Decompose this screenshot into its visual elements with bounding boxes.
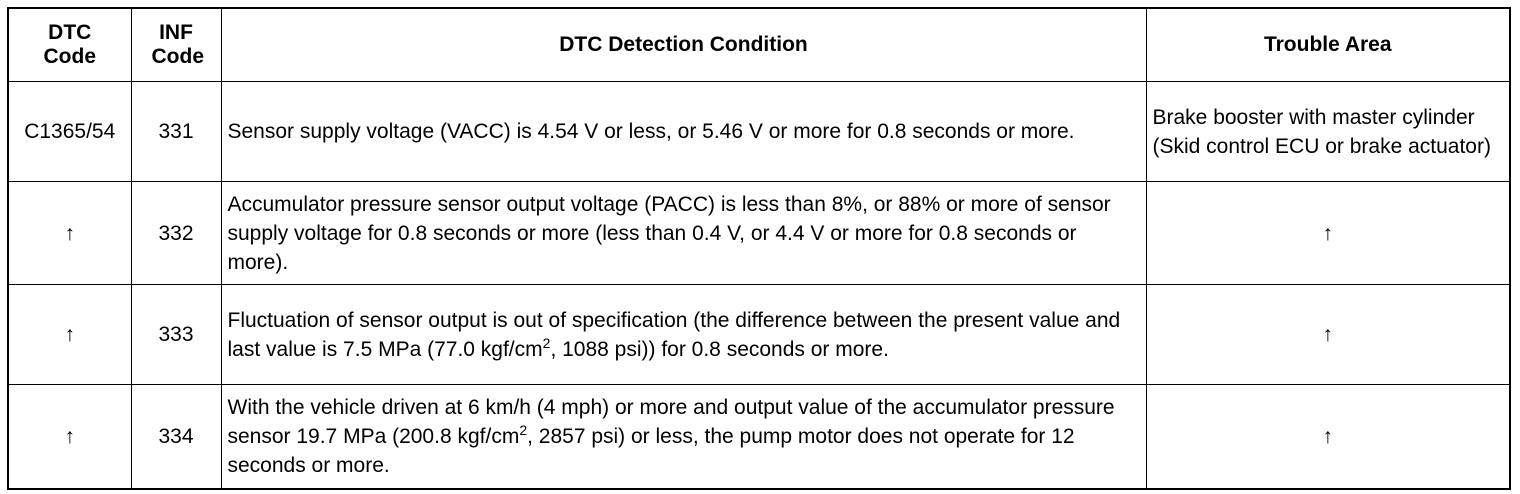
condition-text: Fluctuation of sensor output is out of s… [227, 308, 1121, 361]
table-row: C1365/54 331 Sensor supply voltage (VACC) … [7, 81, 1511, 182]
superscript: 2 [519, 421, 528, 438]
inf-code: 333 [130, 284, 222, 385]
condition-text: , 2857 psi) or less, the pump motor does… [227, 424, 1075, 477]
condition-text: Sensor supply voltage (VACC) is 4.54 V o… [227, 120, 1075, 143]
condition-text: Accumulator pressure sensor output volta… [227, 192, 1111, 274]
dtc-code: C1365/54 [7, 81, 132, 182]
dtc-code: ↑ [7, 384, 132, 489]
header-cell: INF Code [130, 7, 222, 82]
header-cell: DTC Detection Condition [220, 7, 1147, 82]
header-cell: DTC Code [7, 7, 132, 82]
condition-text: With the vehicle driven at 6 km/h (4 mph… [227, 395, 1115, 448]
trouble-area: ↑ [1145, 181, 1511, 285]
condition-text: , 1088 psi)) for 0.8 seconds or more. [550, 337, 889, 361]
dtc-table: DTC Code INF Code DTC Detection Conditio… [7, 7, 1511, 490]
dtc-code: ↑ [7, 181, 132, 285]
header-row: DTC Code INF Code DTC Detection Conditio… [7, 7, 1511, 82]
trouble-area: ↑ [1145, 384, 1511, 489]
table-body: C1365/54 331 Sensor supply voltage (VACC) … [7, 81, 1511, 489]
table-row: ↑ 332 Accumulator pressure sensor output v… [7, 181, 1511, 285]
superscript: 2 [542, 334, 551, 351]
trouble-area: Brake booster with master cylinder (Skid… [1145, 81, 1511, 182]
detection-condition: With the vehicle driven at 6 km/h (4 mph… [220, 384, 1147, 489]
detection-condition: Sensor supply voltage (VACC) is 4.54 V o… [220, 81, 1147, 182]
trouble-area: ↑ [1145, 284, 1511, 385]
header-cell: Trouble Area [1145, 7, 1511, 82]
table-row: ↑ 334 With the vehicle driven at 6 km/h (4… [7, 384, 1511, 489]
detection-condition: Accumulator pressure sensor output volta… [220, 181, 1147, 285]
inf-code: 331 [130, 81, 222, 182]
inf-code: 334 [130, 384, 222, 489]
inf-code: 332 [130, 181, 222, 285]
dtc-code: ↑ [7, 284, 132, 385]
table-row: ↑ 333 Fluctuation of sensor output is out … [7, 284, 1511, 385]
detection-condition: Fluctuation of sensor output is out of s… [220, 284, 1147, 385]
